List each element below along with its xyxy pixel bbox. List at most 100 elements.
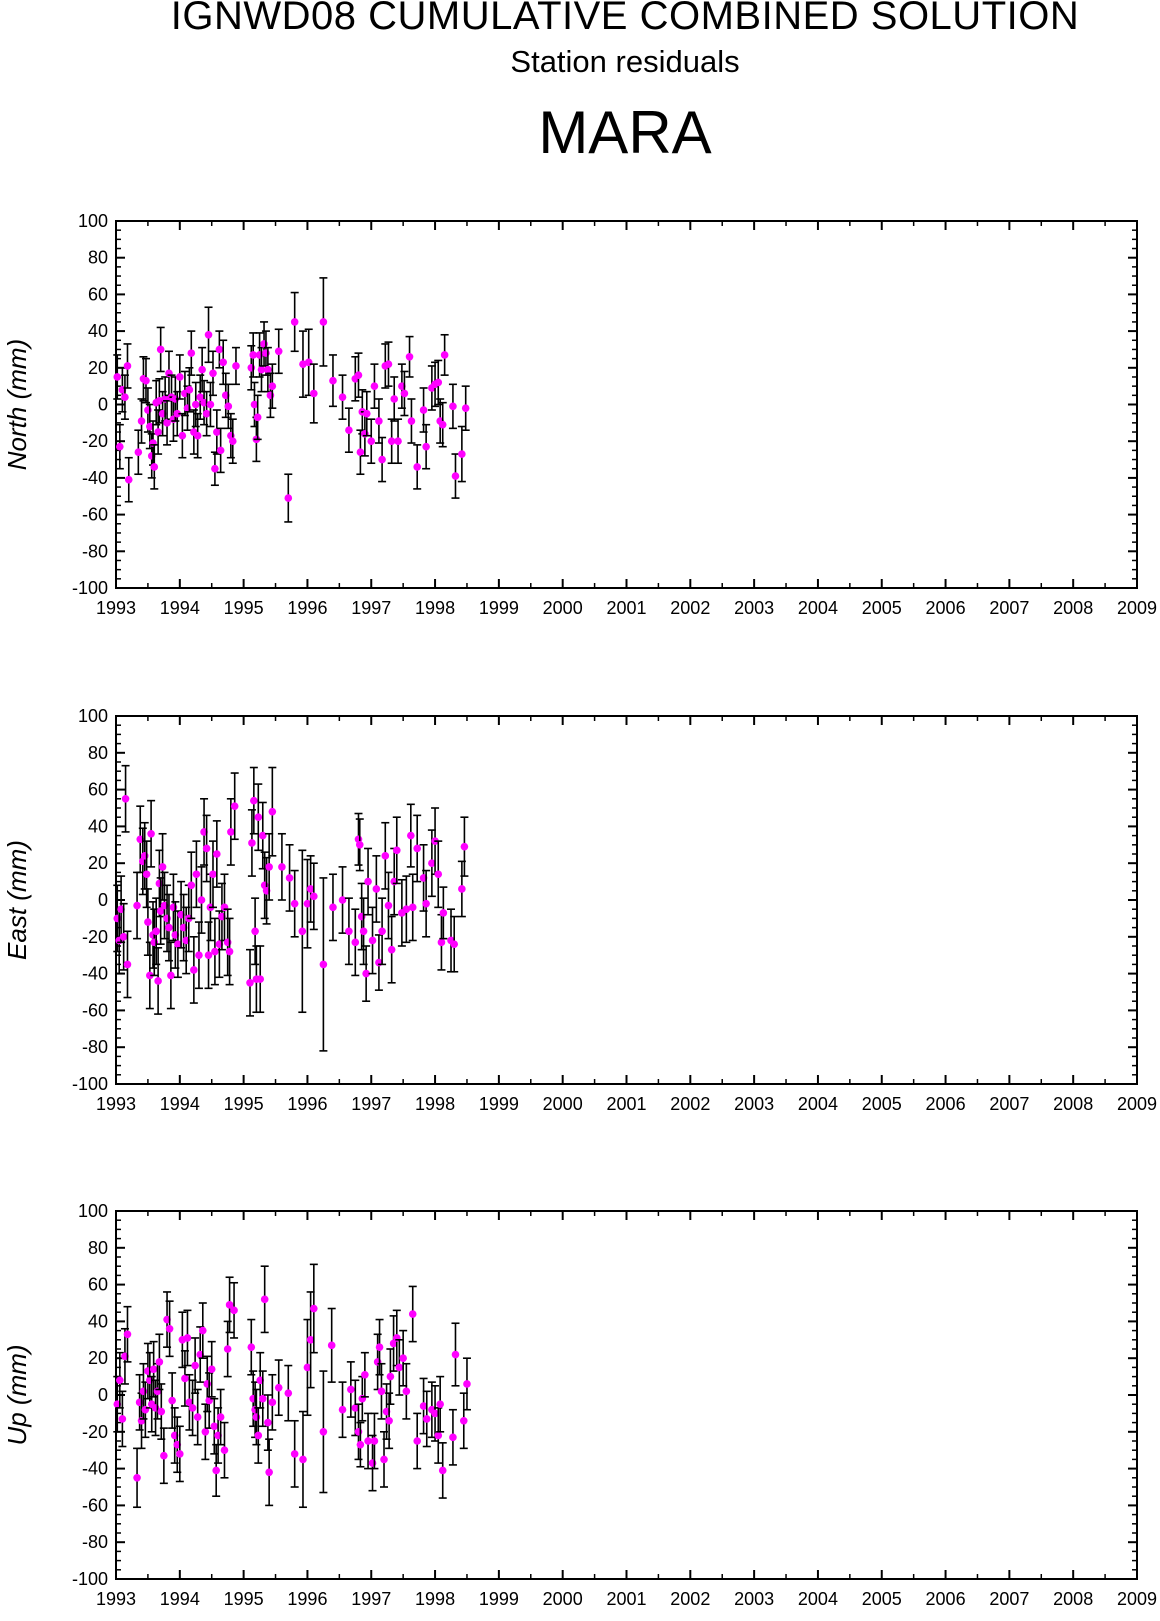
- east-data-point: [413, 844, 421, 853]
- north-data-point: [211, 464, 219, 473]
- up-data-point: [274, 1383, 283, 1392]
- north-data-point: [213, 428, 221, 436]
- up-data-point: [247, 1343, 256, 1351]
- east-x-tick-label: 2000: [543, 1094, 583, 1114]
- north-data-point: [185, 386, 194, 394]
- north-y-tick-label: 100: [78, 211, 108, 231]
- east-data-point: [364, 877, 372, 886]
- east-y-tick-label: -60: [82, 1000, 108, 1020]
- up-data-point: [205, 1396, 213, 1405]
- north-data-point: [134, 448, 143, 457]
- north-y-tick-label: -80: [82, 541, 108, 561]
- north-data-point: [310, 389, 318, 398]
- north-data-point: [304, 358, 313, 367]
- north-data-point: [264, 365, 272, 374]
- up-data-point: [451, 1350, 460, 1359]
- north-x-tick-label: 1994: [160, 598, 200, 618]
- east-data-point: [285, 874, 294, 882]
- east-y-tick-label: -40: [82, 964, 108, 984]
- up-y-tick-label: 80: [88, 1238, 108, 1258]
- east-data-point: [133, 901, 141, 910]
- east-x-tick-label: 1999: [479, 1094, 519, 1114]
- north-data-point: [370, 382, 379, 390]
- up-data-point: [386, 1372, 395, 1381]
- east-data-point: [187, 881, 196, 890]
- east-x-tick-label: 1993: [96, 1094, 136, 1114]
- north-y-tick-label: 60: [88, 284, 108, 304]
- up-data-point: [191, 1361, 199, 1370]
- up-data-point: [265, 1468, 273, 1477]
- east-data-point: [197, 896, 206, 904]
- up-x-tick-label: 1996: [287, 1589, 327, 1609]
- north-x-tick-label: 2004: [798, 598, 838, 618]
- north-data-point: [163, 419, 171, 427]
- east-data-point: [434, 870, 443, 879]
- up-x-tick-label: 2007: [989, 1589, 1029, 1609]
- up-y-tick-label: -100: [72, 1569, 108, 1589]
- up-data-point: [303, 1363, 312, 1372]
- up-data-point: [310, 1304, 318, 1313]
- north-data-point: [338, 393, 347, 401]
- north-data-point: [150, 463, 159, 471]
- east-data-point: [119, 933, 128, 941]
- up-y-tick-label: 100: [78, 1201, 108, 1221]
- north-data-point: [354, 371, 363, 379]
- east-data-point: [146, 971, 154, 980]
- north-x-tick-label: 2007: [989, 598, 1029, 618]
- up-data-point: [188, 1404, 197, 1412]
- up-data-point: [306, 1336, 315, 1344]
- east-x-tick-label: 2005: [862, 1094, 902, 1114]
- up-data-point: [338, 1405, 347, 1414]
- north-y-axis-label: North (mm): [2, 339, 32, 470]
- up-data-point: [351, 1404, 360, 1412]
- east-y-tick-label: 100: [78, 706, 108, 726]
- east-data-point: [310, 892, 318, 901]
- north-data-point: [155, 397, 164, 405]
- east-data-point: [248, 839, 256, 847]
- up-data-point: [377, 1387, 386, 1396]
- up-data-point: [327, 1341, 336, 1350]
- east-data-point: [290, 899, 299, 908]
- north-data-point: [116, 442, 124, 451]
- up-data-point: [212, 1466, 220, 1475]
- up-y-tick-label: -60: [82, 1495, 108, 1515]
- up-x-tick-label: 2003: [734, 1589, 774, 1609]
- up-x-tick-label: 1999: [479, 1589, 519, 1609]
- north-data-point: [193, 431, 202, 440]
- north-x-tick-label: 1996: [287, 598, 327, 618]
- north-data-point: [209, 369, 217, 378]
- north-data-point: [299, 360, 307, 368]
- east-data-point: [368, 936, 377, 945]
- north-data-point: [405, 352, 414, 361]
- north-data-point: [149, 439, 157, 447]
- up-data-point: [268, 1398, 277, 1407]
- east-data-point: [381, 852, 390, 860]
- east-data-point: [345, 927, 353, 936]
- north-plot-frame: [115, 220, 1138, 589]
- east-data-point: [227, 828, 235, 836]
- east-data-point: [142, 870, 151, 879]
- north-data-point: [156, 345, 165, 354]
- north-y-tick-label: -60: [82, 505, 108, 525]
- up-y-tick-label: 0: [98, 1385, 108, 1405]
- up-data-point: [419, 1402, 428, 1410]
- north-data-point: [413, 463, 421, 471]
- north-data-point: [178, 431, 187, 440]
- up-data-point: [408, 1310, 417, 1318]
- north-data-point: [378, 455, 386, 464]
- east-data-point: [268, 807, 277, 816]
- north-y-tick-label: 40: [88, 321, 108, 341]
- north-data-point: [250, 400, 259, 409]
- north-x-tick-label: 2000: [543, 598, 583, 618]
- north-data-point: [146, 422, 154, 431]
- east-data-point: [458, 885, 466, 893]
- east-y-tick-label: 20: [88, 853, 108, 873]
- up-data-point: [356, 1440, 365, 1449]
- north-data-point: [137, 417, 146, 425]
- north-data-point: [284, 494, 293, 502]
- east-data-point: [158, 863, 167, 871]
- up-data-point: [375, 1343, 384, 1351]
- north-data-point: [232, 362, 240, 370]
- north-x-tick-label: 2002: [670, 598, 710, 618]
- north-data-point: [224, 402, 233, 411]
